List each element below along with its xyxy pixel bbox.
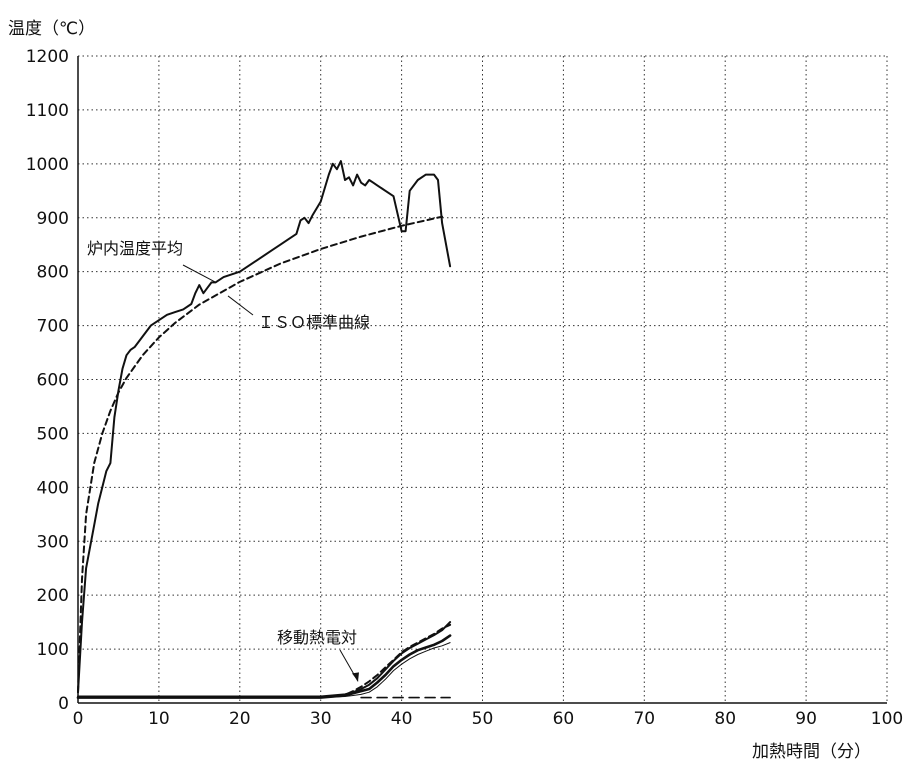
annotation-label: 移動熱電対 bbox=[277, 628, 357, 647]
x-tick-label: 30 bbox=[310, 709, 332, 729]
series-lines bbox=[76, 160, 452, 699]
annotation-label: 炉内温度平均 bbox=[87, 239, 183, 258]
series-line-1 bbox=[77, 215, 444, 694]
series-line-0 bbox=[77, 160, 452, 694]
y-tick-label: 300 bbox=[37, 532, 69, 552]
y-tick-label: 100 bbox=[37, 640, 69, 660]
y-tick-label: 0 bbox=[58, 694, 69, 714]
x-tick-label: 60 bbox=[553, 709, 575, 729]
y-tick-label: 1200 bbox=[26, 47, 69, 67]
x-tick-label: 80 bbox=[714, 709, 736, 729]
annotation-leader-line bbox=[182, 264, 217, 283]
y-tick-label: 400 bbox=[37, 478, 69, 498]
series-line-5 bbox=[77, 642, 451, 699]
y-tick-label: 1100 bbox=[26, 101, 69, 121]
y-axis-title: 温度（℃） bbox=[8, 19, 95, 39]
y-tick-label: 500 bbox=[37, 424, 69, 444]
annotation-label: ＩＳＯ標準曲線 bbox=[258, 313, 370, 332]
x-axis-title: 加熱時間（分） bbox=[752, 742, 871, 762]
x-tick-label: 20 bbox=[229, 709, 251, 729]
y-tick-label: 800 bbox=[37, 263, 69, 283]
x-tick-label: 40 bbox=[391, 709, 413, 729]
y-tick-label: 700 bbox=[37, 317, 69, 337]
y-tick-label: 1000 bbox=[26, 155, 69, 175]
x-tick-label: 50 bbox=[472, 709, 494, 729]
x-tick-label: 70 bbox=[633, 709, 655, 729]
x-tick-label: 100 bbox=[871, 709, 903, 729]
annotation-leader-line bbox=[227, 295, 254, 316]
y-tick-label: 600 bbox=[37, 371, 69, 391]
x-tick-label: 90 bbox=[795, 709, 817, 729]
series-line-2 bbox=[76, 634, 452, 699]
x-tick-label: 0 bbox=[73, 709, 84, 729]
x-tick-label: 10 bbox=[148, 709, 170, 729]
series-line-3 bbox=[77, 621, 452, 698]
annotation-arrowhead bbox=[352, 672, 359, 682]
axes bbox=[77, 56, 887, 704]
y-tick-label: 200 bbox=[37, 586, 69, 606]
grid bbox=[78, 55, 888, 703]
tick-labels: 0100200300400500600700800900100011001200… bbox=[26, 47, 903, 729]
y-tick-label: 900 bbox=[37, 209, 69, 229]
